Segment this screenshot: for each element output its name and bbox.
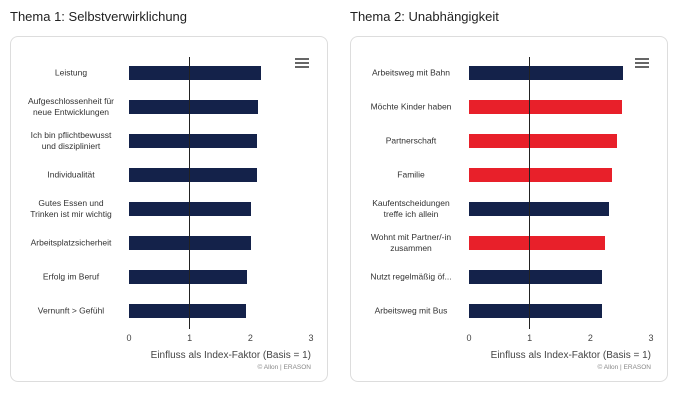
bar — [129, 66, 261, 80]
menu-button[interactable] — [635, 58, 649, 70]
x-axis-title: Einfluss als Index-Faktor (Basis = 1) — [490, 350, 651, 361]
chart-title: Thema 1: Selbstverwirklichung — [10, 9, 188, 24]
chart-title: Thema 2: Unabhängigkeit — [350, 9, 499, 24]
category-label: Wohnt mit Partner/-in zusammen — [370, 232, 452, 253]
category-label: Möchte Kinder haben — [370, 101, 452, 112]
x-tick-label: 1 — [187, 333, 193, 343]
bar — [469, 168, 613, 182]
x-tick-label: 2 — [587, 333, 593, 343]
x-tick-label: 0 — [466, 333, 472, 343]
x-tick-label: 3 — [308, 333, 314, 343]
credit: © Allon | ERASON — [257, 364, 311, 371]
bar — [469, 270, 602, 284]
credit: © Allon | ERASON — [597, 364, 651, 371]
x-tick-label: 3 — [648, 333, 654, 343]
category-label: Nutzt regelmäßig öf... — [370, 271, 452, 282]
chart-card: Arbeitsweg mit Bahn Möchte Kinder haben Pa… — [350, 36, 668, 382]
category-label: Vernunft > Gefühl — [37, 305, 105, 316]
menu-line — [635, 62, 649, 64]
x-axis-title: Einfluss als Index-Faktor (Basis = 1) — [150, 350, 311, 361]
menu-button[interactable] — [295, 58, 309, 70]
menu-line — [295, 66, 309, 68]
category-label: Partnerschaft — [385, 135, 437, 146]
bar — [469, 134, 618, 148]
bar — [129, 270, 247, 284]
category-label: Familie — [397, 169, 425, 180]
bar — [469, 202, 610, 216]
chart-card: Leistung Aufgeschlossenheit für neue Entw… — [10, 36, 328, 382]
category-label: Kaufentscheidungen treffe ich allein — [372, 198, 450, 219]
bar — [129, 134, 257, 148]
category-label: Arbeitsweg mit Bus — [374, 305, 448, 316]
menu-line — [295, 62, 309, 64]
category-label: Arbeitsplatzsicherheit — [30, 237, 112, 248]
x-tick-label: 1 — [527, 333, 533, 343]
category-label: Aufgeschlossenheit für neue Entwicklunge… — [28, 96, 114, 117]
bar — [469, 66, 624, 80]
reference-line — [529, 57, 531, 329]
bar — [469, 236, 605, 250]
category-label: Ich bin pflichtbewusst und diszipliniert — [30, 130, 112, 151]
x-tick-label: 2 — [247, 333, 253, 343]
category-label: Erfolg im Beruf — [42, 271, 100, 282]
reference-line — [189, 57, 191, 329]
menu-line — [635, 66, 649, 68]
bar — [469, 100, 622, 114]
category-label: Individualität — [47, 169, 95, 180]
bar — [469, 304, 602, 318]
category-label: Gutes Essen und Trinken ist mir wichtig — [30, 198, 112, 219]
category-label: Leistung — [54, 67, 88, 78]
bar — [129, 168, 257, 182]
menu-line — [295, 58, 309, 60]
category-label: Arbeitsweg mit Bahn — [372, 67, 450, 78]
bar — [129, 100, 259, 114]
menu-line — [635, 58, 649, 60]
x-tick-label: 0 — [126, 333, 132, 343]
bar — [129, 304, 247, 318]
